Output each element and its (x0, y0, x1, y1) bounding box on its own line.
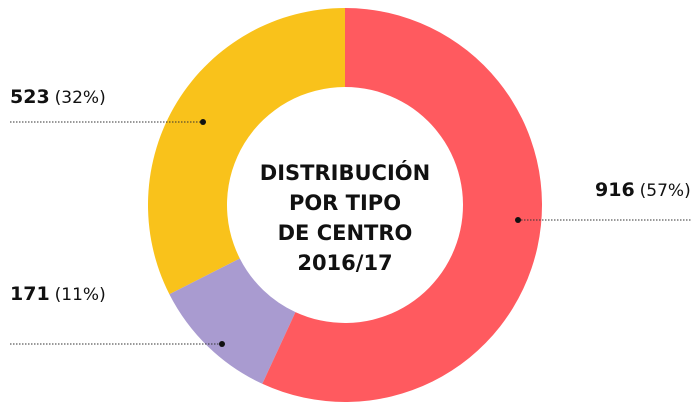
leader-dot (200, 119, 206, 125)
donut-slice (148, 8, 345, 295)
percent-label: (11%) (55, 285, 106, 305)
percent-label: (57%) (640, 181, 691, 201)
chart-title: 2016/17 (297, 251, 392, 275)
leader-dot (515, 217, 521, 223)
data-label: 171 (11%) (10, 283, 106, 305)
percent-label: (32%) (55, 88, 106, 108)
value-label: 523 (10, 86, 50, 108)
labels: 916 (57%) 171 (11%) 523 (32%) (10, 86, 691, 347)
data-label: 523 (32%) (10, 86, 106, 108)
chart-title: DE CENTRO (278, 221, 413, 245)
chart-title: DISTRIBUCIÓN (260, 160, 430, 185)
donut-slice (169, 258, 296, 384)
value-label: 171 (10, 283, 50, 305)
chart-title: POR TIPO (289, 191, 401, 215)
value-label: 916 (595, 179, 635, 201)
leader-dot (219, 341, 225, 347)
data-label: 916 (57%) (595, 179, 691, 201)
donut-slice (262, 8, 542, 402)
